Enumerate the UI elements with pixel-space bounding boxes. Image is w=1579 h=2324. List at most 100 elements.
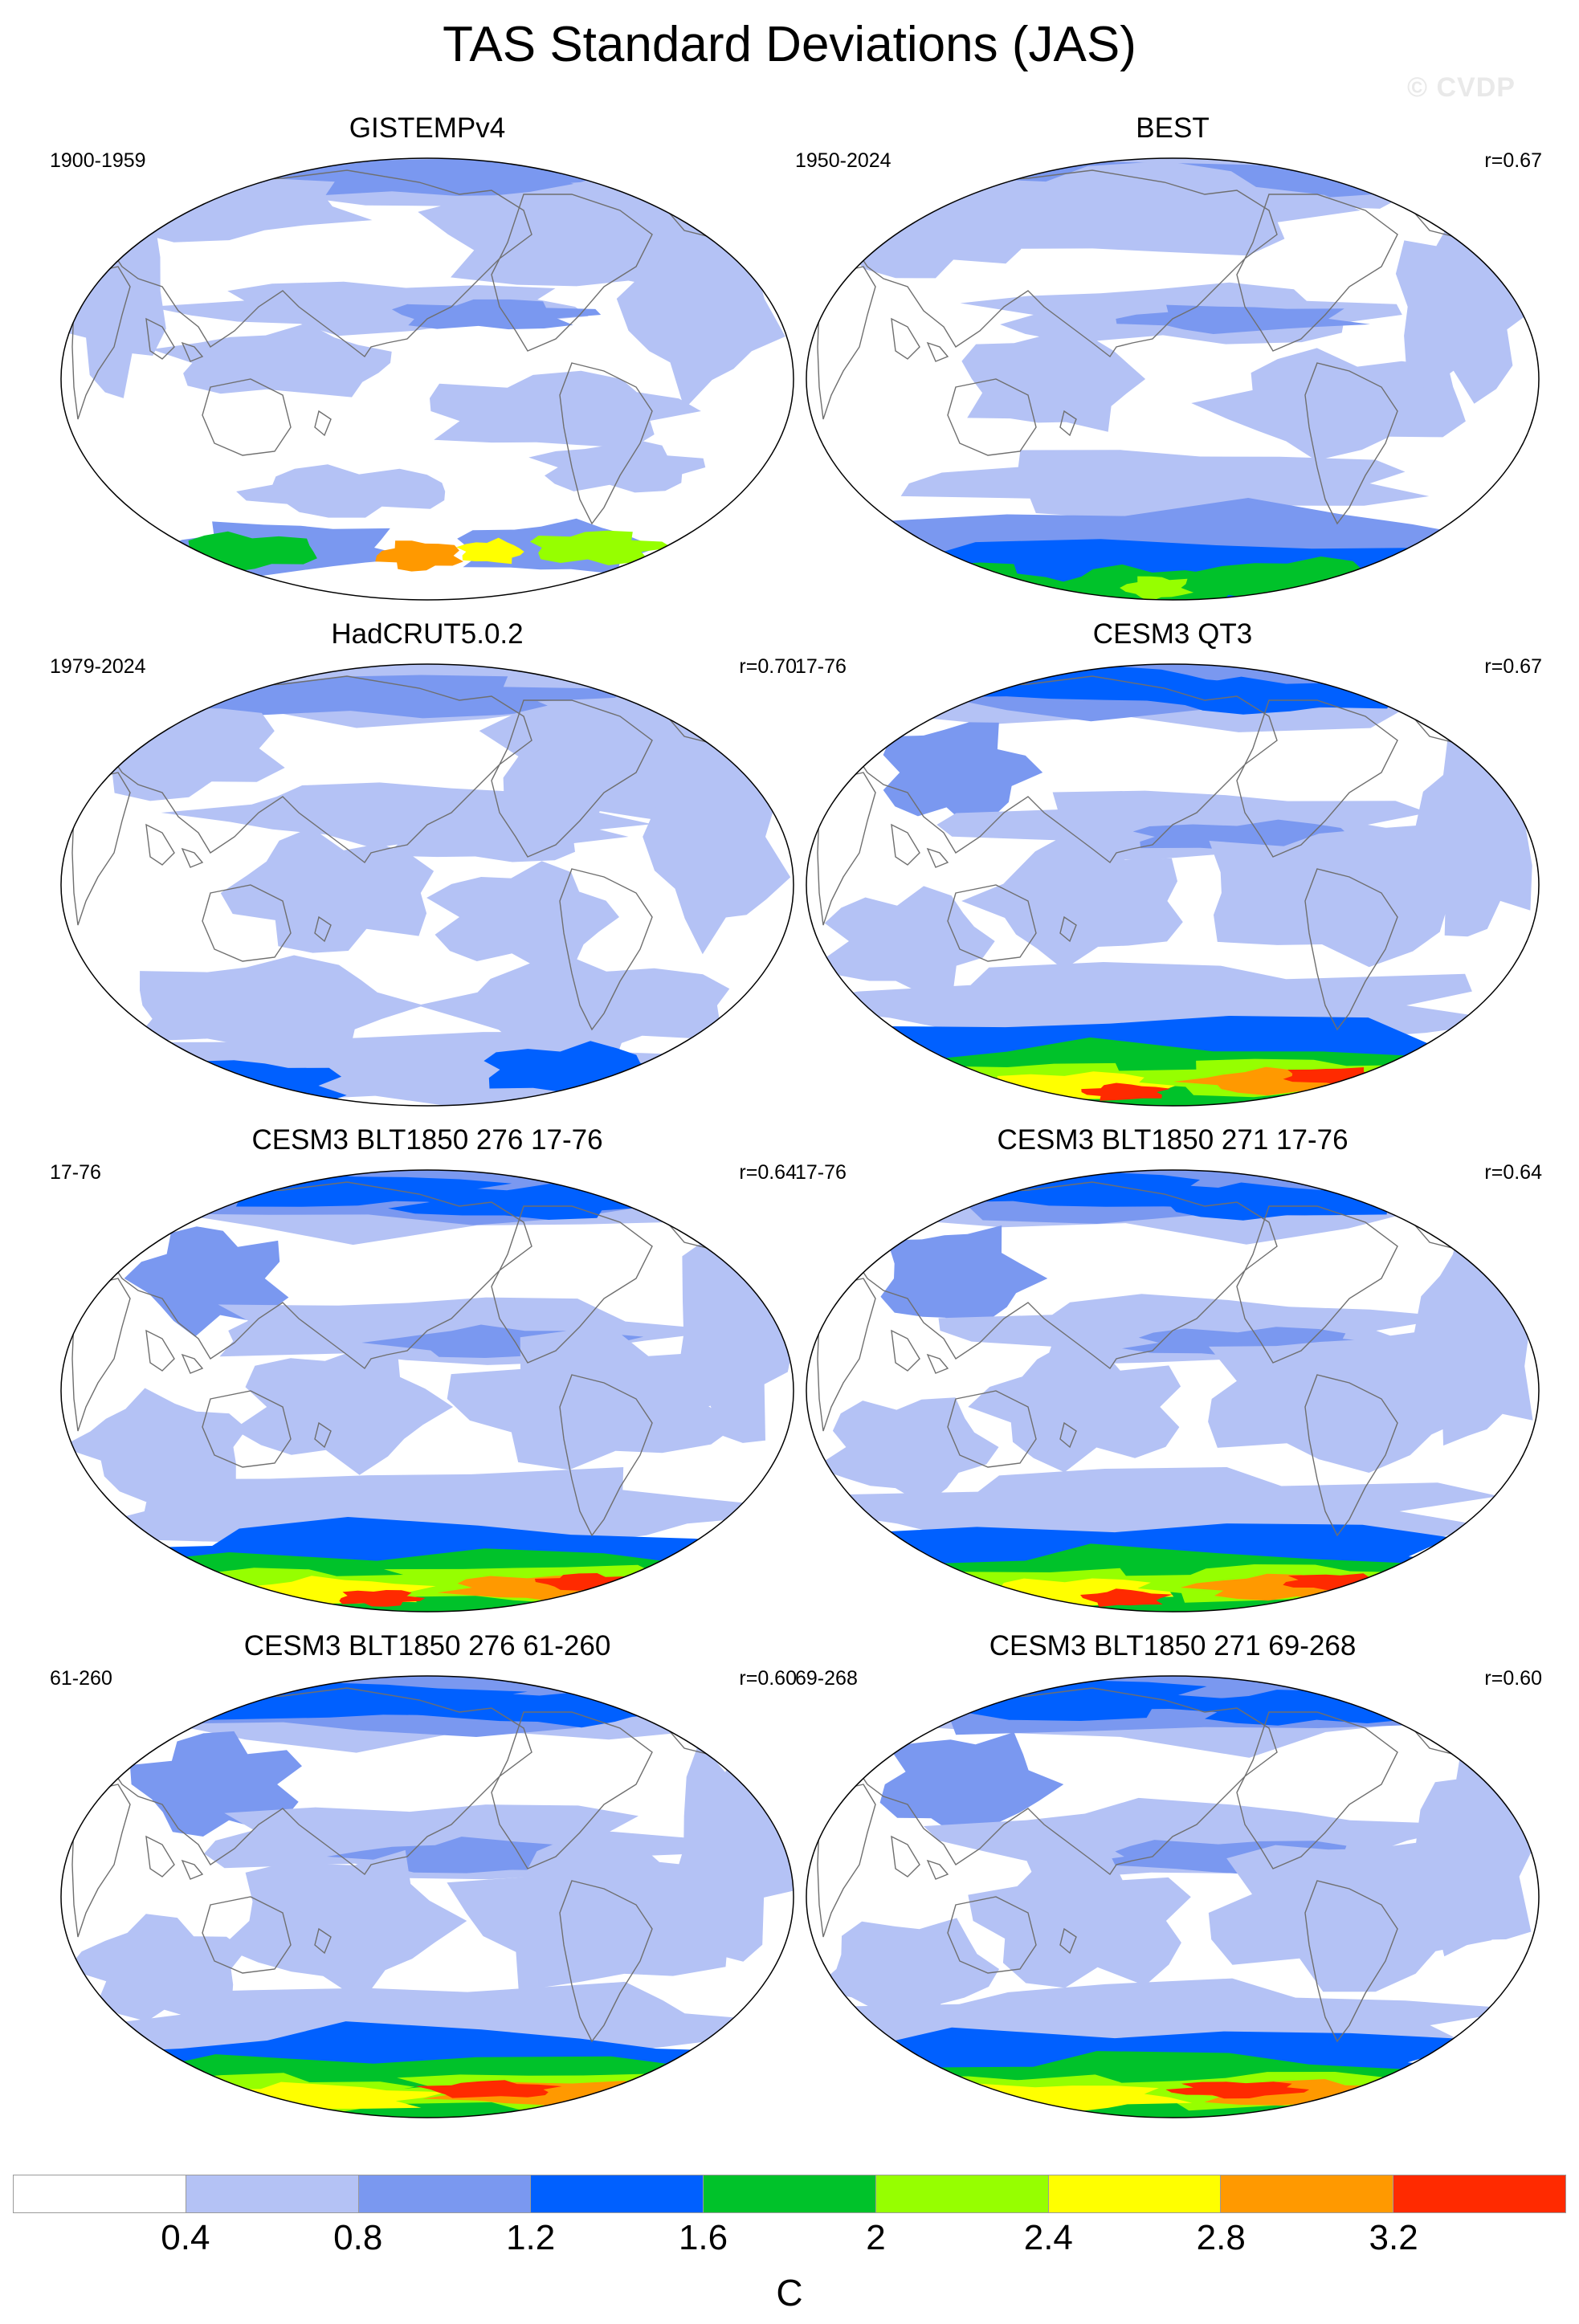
std-dev-map [60, 1675, 794, 2118]
contour-region [529, 530, 672, 565]
contour-region [900, 450, 1430, 519]
contour-region [1283, 1573, 1393, 1592]
cvdp-watermark: © CVDP [1407, 72, 1516, 103]
std-dev-map [806, 1675, 1540, 2118]
contour-region [880, 1225, 1048, 1338]
contour-region [384, 811, 629, 862]
panel-title: CESM3 QT3 [1092, 618, 1253, 650]
contour-region [220, 827, 435, 953]
contour-region [919, 161, 1361, 256]
contour-region [1116, 304, 1370, 334]
contour-region [339, 1590, 426, 1607]
contour-region [1165, 2081, 1310, 2099]
colorbar-tick-label: 2.4 [1023, 2218, 1073, 2257]
panel-period: 17-76 [795, 655, 847, 678]
contour-region [1108, 676, 1402, 715]
colorbar-tick-label: 2.8 [1196, 2218, 1246, 2257]
figure-title: TAS Standard Deviations (JAS) [443, 17, 1136, 72]
panel-title: HadCRUT5.0.2 [331, 618, 524, 650]
colorbar-box [1393, 2175, 1567, 2213]
panel-correlation: r=0.67 [1484, 149, 1542, 172]
panel-correlation: r=0.70 [739, 655, 797, 678]
contour-region [1407, 2091, 1481, 2114]
colorbar-box [1048, 2175, 1222, 2213]
colorbar-box [704, 2175, 876, 2213]
std-dev-map [806, 157, 1540, 601]
contour-region [1283, 1067, 1395, 1087]
panel-period: 1950-2024 [795, 149, 892, 172]
contour-region [643, 737, 791, 955]
panel-title: CESM3 BLT1850 271 69-268 [989, 1630, 1357, 1661]
contour-region [1191, 348, 1466, 461]
map-panel: CESM3 BLT1850 276 61-260 61-260 r=0.60 [42, 1630, 813, 2136]
contour-region [375, 540, 463, 572]
contour-region [961, 835, 1183, 970]
contour-region [883, 722, 1043, 830]
panel-title: BEST [1136, 112, 1210, 144]
contour-region [857, 2090, 929, 2112]
colorbar-tick-label: 3.2 [1369, 2218, 1418, 2257]
contour-region [1209, 825, 1515, 968]
colorbar-tick-label: 0.8 [333, 2218, 383, 2257]
contour-region [812, 1918, 1000, 2029]
map-panel: GISTEMPv4 1900-1959 [42, 112, 813, 618]
map-panel: CESM3 BLT1850 271 69-268 69-268 r=0.60 [787, 1630, 1558, 2136]
panel-title: GISTEMPv4 [349, 112, 506, 144]
std-dev-map [60, 157, 794, 601]
map-panel: CESM3 BLT1850 271 17-76 17-76 r=0.64 [787, 1124, 1558, 1630]
panel-period: 69-268 [795, 1667, 858, 1690]
panel-title: CESM3 BLT1850 276 61-260 [243, 1630, 611, 1661]
colorbar-box [1221, 2175, 1394, 2213]
colorbar-box [875, 2175, 1049, 2213]
contour-region [447, 1330, 740, 1470]
std-dev-map [806, 663, 1540, 1107]
colorbar-box [531, 2175, 704, 2213]
panel-title: CESM3 BLT1850 271 17-76 [997, 1124, 1348, 1156]
contour-region [426, 861, 619, 969]
contour-region [155, 1060, 347, 1106]
contour-region [1395, 213, 1538, 404]
contour-region [1415, 1722, 1539, 1957]
colorbar-box [358, 2175, 532, 2213]
std-dev-map [806, 1169, 1540, 1613]
contour-region [814, 1397, 999, 1506]
contour-region [417, 952, 730, 1056]
map-panel: CESM3 QT3 17-76 r=0.67 [787, 618, 1558, 1124]
colorbar-tick-label: 1.6 [678, 2218, 728, 2257]
panel-period: 61-260 [50, 1667, 112, 1690]
contour-region [1120, 576, 1194, 600]
contour-region [822, 886, 995, 995]
colorbar-units: C [776, 2272, 803, 2314]
contour-region [221, 1849, 467, 2002]
contour-region [1208, 1841, 1507, 1992]
map-panel: BEST 1950-2024 r=0.67 [787, 112, 1558, 618]
panel-correlation: r=0.64 [739, 1161, 797, 1184]
std-dev-map [60, 1169, 794, 1613]
map-panel: CESM3 BLT1850 276 17-76 17-76 r=0.64 [42, 1124, 813, 1630]
contour-region [456, 537, 524, 565]
colorbar-box [13, 2175, 186, 2213]
panel-period: 17-76 [50, 1161, 101, 1184]
contour-region [528, 439, 706, 493]
panel-period: 17-76 [795, 1161, 847, 1184]
panel-period: 1979-2024 [50, 655, 146, 678]
contour-region [133, 955, 424, 1052]
contour-region [152, 531, 317, 573]
std-dev-map [60, 663, 794, 1107]
panel-period: 1900-1959 [50, 149, 146, 172]
contour-region [879, 1732, 1064, 1842]
panel-correlation: r=0.60 [739, 1667, 797, 1690]
contour-region [72, 1032, 794, 1106]
contour-region [1081, 1082, 1171, 1101]
contour-region [112, 2091, 183, 2113]
contour-region [1365, 573, 1435, 594]
contour-region [129, 1731, 302, 1837]
contour-region [968, 1845, 1191, 1988]
map-panel: HadCRUT5.0.2 1979-2024 r=0.70 [42, 618, 813, 1124]
contour-region [1080, 1588, 1173, 1607]
panel-correlation: r=0.64 [1484, 1161, 1542, 1184]
panel-title: CESM3 BLT1850 276 17-76 [251, 1124, 603, 1156]
panel-correlation: r=0.67 [1484, 655, 1542, 678]
colorbar-box [186, 2175, 359, 2213]
contour-region [391, 299, 602, 330]
